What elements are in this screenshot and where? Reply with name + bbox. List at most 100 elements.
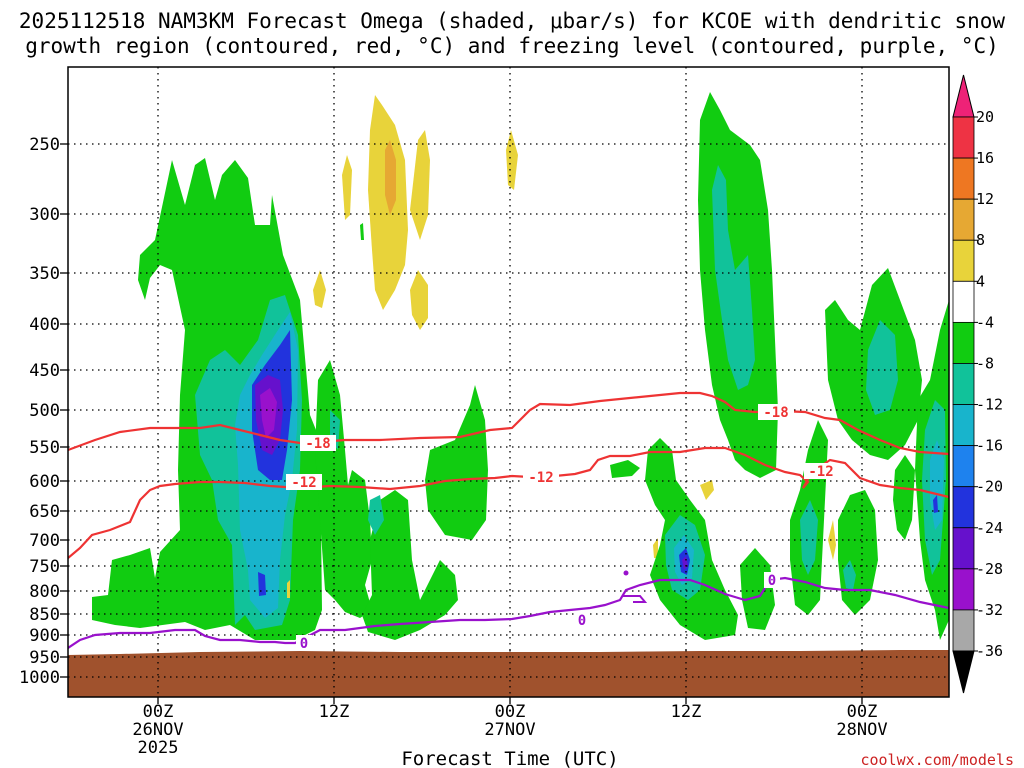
omega-region-yellow-9 [828, 520, 836, 560]
colorbar-bin-16-20 [952, 116, 975, 159]
x-tick-label-48-1: 28NOV [836, 720, 887, 740]
contour-minus18 [68, 391, 949, 456]
colorbar-label--12: -12 [976, 396, 1003, 414]
omega-region-yellow-5 [313, 270, 326, 308]
contour-label-zero-b: 0 [578, 613, 586, 629]
contour-labels: -18 -18 -12 -12 -12 0 0 0 [286, 404, 838, 652]
colorbar-label--24: -24 [976, 519, 1003, 537]
colorbar-bin-12-16 [952, 157, 975, 200]
contour-label-minus12-a: -12 [291, 475, 316, 491]
x-tick-label-24-0: 00Z [495, 702, 526, 722]
contour-label-minus18-a: -18 [305, 436, 330, 452]
y-tick-label-750: 750 [29, 557, 60, 577]
y-tick-label-500: 500 [29, 401, 60, 421]
contour-label-minus12-c: -12 [808, 464, 833, 480]
ground-terrain [68, 650, 949, 697]
colorbar: 20 16 12 8 4 -4 -8 -12 -16 -20 -24 -28 -32 -36 [952, 74, 1003, 694]
y-tick-label-350: 350 [29, 264, 60, 284]
colorbar-bin--12--8 [952, 363, 975, 405]
y-tick-label-650: 650 [29, 502, 60, 522]
plot-area: -18 -18 -12 -12 -12 0 0 0 [68, 67, 949, 697]
omega-region-yellow-7 [700, 480, 714, 500]
omega-region-small-teal-3 [800, 500, 818, 575]
colorbar-label--4: -4 [976, 313, 994, 331]
colorbar-label-4: 4 [976, 272, 985, 290]
y-tick-label-700: 700 [29, 531, 60, 551]
colorbar-label--28: -28 [976, 560, 1003, 578]
omega-region-yellow-3 [410, 270, 428, 330]
contour-freezing-bump [622, 595, 648, 603]
omega-region-mid-green-1 [315, 360, 372, 618]
y-axis: 2503003504004505005506006507007508008509… [19, 135, 68, 688]
colorbar-label-20: 20 [976, 108, 994, 126]
colorbar-label--8: -8 [976, 354, 994, 372]
y-tick-label-400: 400 [29, 315, 60, 335]
y-tick-label-800: 800 [29, 582, 60, 602]
colorbar-label-16: 16 [976, 149, 994, 167]
colorbar-bin--28--24 [952, 527, 975, 570]
contour-label-minus18-b: -18 [763, 405, 788, 421]
omega-region-small-green-1 [610, 460, 640, 478]
y-tick-label-600: 600 [29, 472, 60, 492]
colorbar-bin--24--20 [952, 486, 975, 529]
y-tick-label-250: 250 [29, 135, 60, 155]
contour-label-zero-c: 0 [768, 573, 776, 589]
x-tick-label-0-0: 00Z [143, 702, 174, 722]
credit-text: coolwx.com/models [860, 751, 1014, 768]
omega-region-far-right-teal-1 [866, 320, 898, 415]
omega-shading [92, 92, 949, 640]
omega-region-yellow-2 [410, 130, 430, 240]
colorbar-bin--36--32 [952, 609, 975, 652]
contour-label-zero-a: 0 [300, 636, 308, 652]
chart-title-line2: growth region (contoured, red, °C) and f… [25, 34, 999, 58]
omega-region-yellow-10 [287, 580, 290, 598]
colorbar-label-12: 12 [976, 190, 994, 208]
omega-region-yellow-4 [342, 155, 352, 220]
colorbar-label--36: -36 [976, 642, 1003, 660]
contour-freezing-dot [623, 570, 629, 576]
colorbar-bin--8--4 [952, 321, 975, 364]
colorbar-bin--32--28 [952, 568, 975, 611]
chart-title-line1: 2025112518 NAM3KM Forecast Omega (shaded… [19, 9, 1006, 33]
omega-region-mid-teal [368, 495, 384, 535]
y-tick-label-850: 850 [29, 605, 60, 625]
y-tick-label-950: 950 [29, 648, 60, 668]
omega-region-yellow-6 [506, 130, 518, 190]
colorbar-label--32: -32 [976, 601, 1003, 619]
omega-region-small-green-5 [360, 223, 364, 240]
omega-region-far-right-cyan-4 [930, 440, 944, 530]
colorbar-bin-4-8 [952, 239, 975, 282]
colorbar-bin--16--12 [952, 404, 975, 447]
plot-frame [67, 66, 950, 698]
colorbar-bin--4-4 [952, 280, 975, 323]
colorbar-top-arrow [952, 74, 975, 118]
x-tick-label-0-2: 2025 [138, 738, 179, 758]
omega-region-purple-core-deep [260, 388, 277, 438]
omega-region-far-right-green-3 [893, 455, 915, 540]
y-tick-label-450: 450 [29, 361, 60, 381]
omega-region-orange-1 [385, 140, 396, 215]
x-tick-label-12-0: 12Z [319, 702, 350, 722]
omega-region-right-plume-teal [712, 165, 755, 390]
omega-region-yellow-8 [653, 538, 658, 558]
omega-region-blue-lower [258, 572, 266, 596]
contour-label-minus12-b: -12 [528, 470, 553, 486]
colorbar-label--16: -16 [976, 437, 1003, 455]
x-tick-label-0-1: 26NOV [132, 720, 183, 740]
colorbar-label--20: -20 [976, 478, 1003, 496]
x-tick-label-36-0: 12Z [671, 702, 702, 722]
x-tick-label-48-0: 00Z [847, 702, 878, 722]
y-tick-label-900: 900 [29, 626, 60, 646]
omega-region-small-blue-4 [933, 495, 938, 513]
y-tick-label-1000: 1000 [19, 668, 60, 688]
x-tick-label-24-1: 27NOV [484, 720, 535, 740]
colorbar-bottom-arrow [952, 650, 975, 694]
colorbar-bin--20--16 [952, 445, 975, 488]
colorbar-label-8: 8 [976, 231, 985, 249]
colorbar-bin-8-12 [952, 198, 975, 241]
omega-region-far-right-teal-2 [843, 560, 856, 590]
omega-region-mid-green-3 [425, 385, 488, 540]
omega-region-mid-green-2 [362, 490, 458, 640]
